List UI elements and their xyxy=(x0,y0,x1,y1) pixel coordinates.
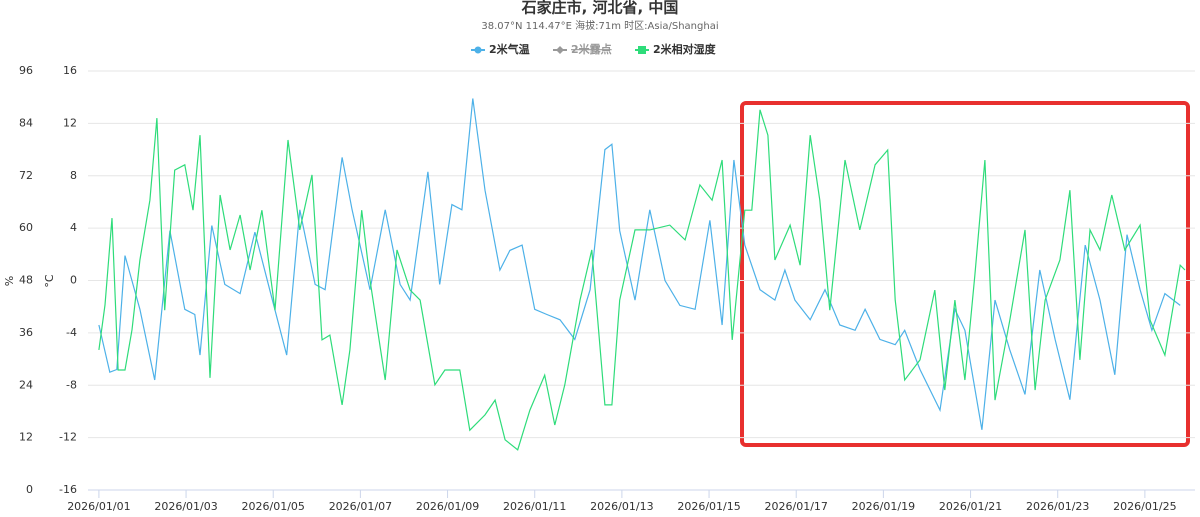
x-tick-label: 2026/01/19 xyxy=(852,500,915,513)
series-line xyxy=(98,98,1181,430)
legend-label: 2米气温 xyxy=(489,42,530,56)
y-tick-label: 24 xyxy=(19,378,33,391)
legend-label: 2米相对湿度 xyxy=(653,42,717,56)
x-tick-label: 2026/01/11 xyxy=(503,500,566,513)
legend-symbol xyxy=(474,46,482,54)
x-tick-label: 2026/01/25 xyxy=(1113,500,1176,513)
y2-tick-label: -4 xyxy=(66,326,77,339)
y2-tick-label: -8 xyxy=(66,378,77,391)
legend-symbol xyxy=(638,46,646,54)
y-tick-label: 72 xyxy=(19,169,33,182)
x-tick-label: 2026/01/17 xyxy=(765,500,828,513)
x-tick-label: 2026/01/07 xyxy=(329,500,392,513)
x-tick-label: 2026/01/21 xyxy=(939,500,1002,513)
y-tick-label: 0 xyxy=(26,483,33,496)
y2-tick-label: -16 xyxy=(59,483,77,496)
y-tick-label: 96 xyxy=(19,64,33,77)
x-tick-label: 2026/01/03 xyxy=(154,500,217,513)
x-tick-label: 2026/01/23 xyxy=(1026,500,1089,513)
y2-tick-label: -12 xyxy=(59,431,77,444)
y-axis-label: % xyxy=(3,276,16,286)
y-tick-label: 48 xyxy=(19,274,33,287)
x-tick-label: 2026/01/09 xyxy=(416,500,479,513)
legend-item[interactable]: 2米相对湿度 xyxy=(635,42,717,56)
y2-axis-label: °C xyxy=(43,274,56,288)
x-tick-label: 2026/01/15 xyxy=(677,500,740,513)
legend-symbol xyxy=(556,46,564,54)
highlight-box xyxy=(740,101,1190,447)
legend-item[interactable]: 2米气温 xyxy=(471,42,530,56)
y2-tick-label: 16 xyxy=(63,64,77,77)
series-line xyxy=(98,109,1186,451)
legend-label: 2米露点 xyxy=(571,42,612,56)
chart-subtitle: 38.07°N 114.47°E 海拔:71m 时区:Asia/Shanghai xyxy=(481,19,718,32)
y-tick-label: 84 xyxy=(19,116,33,129)
chart-title: 石家庄市, 河北省, 中国 xyxy=(521,0,679,17)
y2-tick-label: 8 xyxy=(70,169,77,182)
y2-tick-label: 12 xyxy=(63,116,77,129)
y-tick-label: 12 xyxy=(19,431,33,444)
x-tick-label: 2026/01/01 xyxy=(67,500,130,513)
y2-tick-label: 4 xyxy=(70,221,77,234)
x-tick-label: 2026/01/13 xyxy=(590,500,653,513)
y-tick-label: 36 xyxy=(19,326,33,339)
legend-item[interactable]: 2米露点 xyxy=(553,42,612,56)
x-tick-label: 2026/01/05 xyxy=(242,500,305,513)
y2-tick-label: 0 xyxy=(70,274,77,287)
y-tick-label: 60 xyxy=(19,221,33,234)
